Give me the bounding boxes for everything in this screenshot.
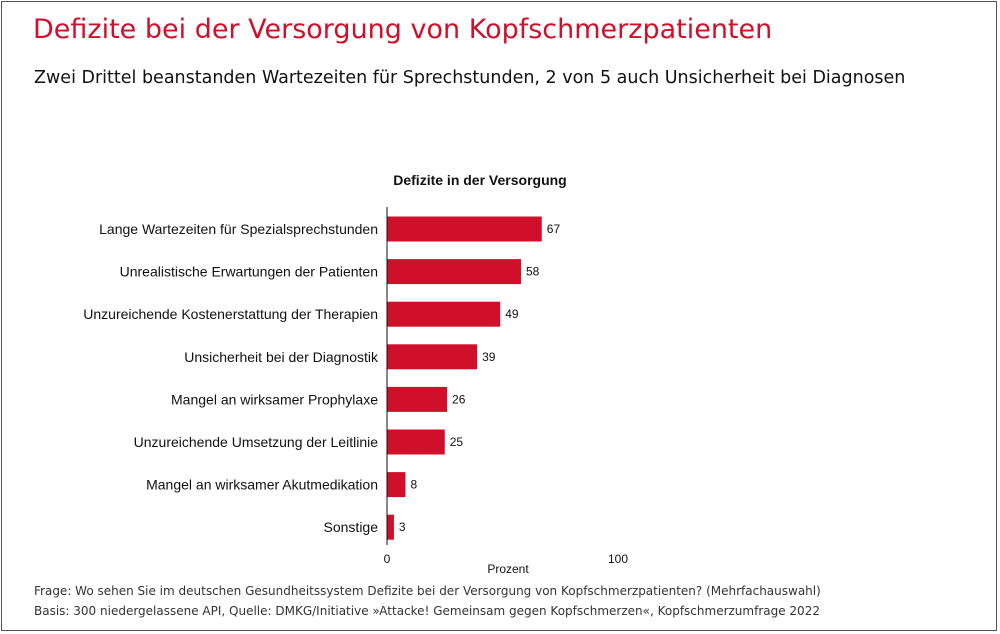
chart-title: Defizite in der Versorgung <box>393 172 566 188</box>
value-label: 3 <box>399 520 406 534</box>
category-label: Unsicherheit bei der Diagnostik <box>184 349 379 365</box>
page-title: Defizite bei der Versorgung von Kopfschm… <box>33 14 773 45</box>
x-tick-label: 0 <box>384 552 391 566</box>
x-axis-label: Prozent <box>487 562 529 576</box>
value-label: 58 <box>526 265 540 279</box>
category-label: Sonstige <box>324 519 379 535</box>
page-subtitle: Zwei Drittel beanstanden Wartezeiten für… <box>34 68 906 88</box>
x-tick-label: 100 <box>608 552 628 566</box>
bar <box>387 472 406 498</box>
category-label: Mangel an wirksamer Akutmedikation <box>146 477 378 493</box>
category-label: Unrealistische Erwartungen der Patienten <box>120 264 378 280</box>
bar <box>387 514 394 540</box>
value-label: 25 <box>450 435 464 449</box>
value-label: 26 <box>452 392 466 406</box>
category-label: Lange Wartezeiten für Spezialsprechstund… <box>99 221 378 237</box>
bar <box>387 259 521 285</box>
bar <box>387 344 478 370</box>
category-label: Unzureichende Umsetzung der Leitlinie <box>134 434 379 450</box>
bar <box>387 429 445 455</box>
value-label: 49 <box>505 307 519 321</box>
x-ticks-group: 0 100 <box>384 552 629 566</box>
footnote-basis: Basis: 300 niedergelassene API, Quelle: … <box>34 604 820 618</box>
category-label: Unzureichende Kostenerstattung der Thera… <box>83 306 378 322</box>
category-label: Mangel an wirksamer Prophylaxe <box>171 391 378 407</box>
bars-group: Lange Wartezeiten für Spezialsprechstund… <box>83 216 561 540</box>
value-label: 39 <box>482 350 496 364</box>
bar <box>387 216 542 242</box>
value-label: 8 <box>410 478 417 492</box>
value-label: 67 <box>547 222 561 236</box>
bar <box>387 386 448 412</box>
footnote-question: Frage: Wo sehen Sie im deutschen Gesundh… <box>34 584 821 598</box>
bar <box>387 301 501 327</box>
